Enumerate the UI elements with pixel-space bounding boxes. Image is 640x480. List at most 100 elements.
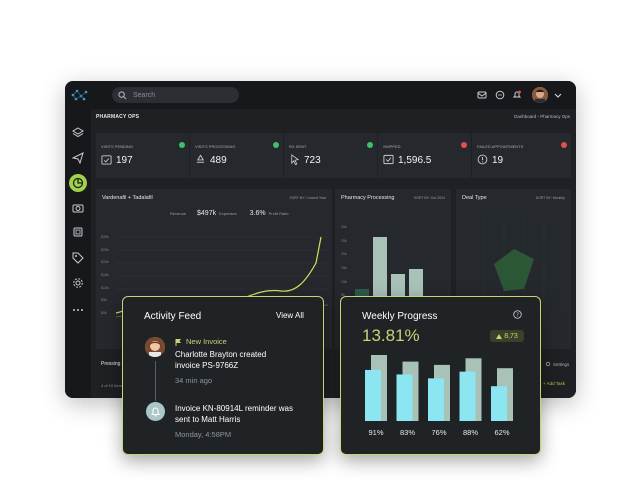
change-badge: 8,73 bbox=[490, 330, 524, 342]
settings-button[interactable]: Settings bbox=[545, 361, 569, 367]
section-title: Pressing T bbox=[101, 361, 125, 367]
stat-card-shipped: SHIPPED 1,596.5 bbox=[378, 133, 471, 178]
stat-card-rx-sent: RX SENT 723 bbox=[284, 133, 377, 178]
search-placeholder: Search bbox=[133, 91, 156, 99]
activity-feed-card: Activity Feed View All New Invoice Charl… bbox=[122, 296, 324, 455]
mail-icon[interactable] bbox=[477, 90, 487, 100]
y-tick: 15k bbox=[341, 265, 347, 270]
logo-icon bbox=[71, 89, 88, 101]
search-input[interactable]: Search bbox=[112, 87, 239, 103]
stat-card-visits-pending: VISITS PENDING 197 bbox=[96, 133, 189, 178]
stat-card-visits-processing: VISITS PROCESSING 489 bbox=[190, 133, 283, 178]
top-bar: Search bbox=[65, 81, 576, 109]
weekly-bar bbox=[365, 369, 381, 421]
send-icon[interactable] bbox=[72, 152, 84, 164]
panel-title: Vardenafil + Tadalafil bbox=[102, 195, 153, 201]
recycle-icon bbox=[196, 154, 205, 163]
y-tick: 25k bbox=[341, 238, 347, 243]
y-tick: $0k bbox=[101, 310, 107, 315]
stat-card-failed-appointments: FAILED APPOINTMENTS 19 bbox=[472, 133, 571, 178]
stat-label: RX SENT bbox=[289, 144, 307, 149]
alert-circle-icon bbox=[477, 154, 488, 165]
help-icon[interactable]: ? bbox=[513, 310, 522, 319]
tag-icon[interactable] bbox=[72, 252, 84, 264]
card-title: Activity Feed bbox=[144, 311, 202, 322]
breadcrumb-root[interactable]: Dashboard bbox=[514, 114, 537, 119]
avatar-image bbox=[145, 337, 165, 357]
weekly-bar bbox=[396, 374, 413, 421]
breadcrumb-current: Pharmacy Ops bbox=[540, 114, 570, 119]
more-icon[interactable] bbox=[72, 304, 84, 316]
weekly-bar bbox=[491, 386, 507, 421]
layers-icon[interactable] bbox=[72, 126, 84, 138]
chip-icon[interactable] bbox=[72, 226, 84, 238]
stat-label: SHIPPED bbox=[383, 144, 401, 149]
user-avatar[interactable] bbox=[532, 87, 548, 103]
pie-chart-icon bbox=[72, 177, 84, 189]
stat-value: 197 bbox=[116, 155, 133, 166]
y-tick: $15k bbox=[101, 272, 109, 277]
y-tick: 20k bbox=[341, 252, 347, 257]
profit-label: Profit Ratio bbox=[268, 211, 289, 216]
y-tick: 5k bbox=[341, 293, 345, 298]
new-invoice-tag: New Invoice bbox=[175, 337, 227, 346]
gridlines bbox=[116, 236, 328, 303]
profit-value: 3.6% bbox=[249, 210, 266, 217]
y-tick: $10k bbox=[101, 285, 109, 290]
y-tick: 30k bbox=[341, 225, 347, 229]
activity-item-text: Charlotte Brayton created invoice PS-976… bbox=[175, 350, 267, 370]
change-value: 8,73 bbox=[504, 332, 518, 340]
y-tick: $20k bbox=[101, 260, 109, 265]
stat-value: 723 bbox=[304, 155, 321, 166]
view-all-link[interactable]: View All bbox=[276, 311, 304, 320]
user-avatar-image bbox=[532, 87, 548, 103]
y-tick: $25k bbox=[101, 247, 109, 252]
stat-label: VISITS PROCESSING bbox=[195, 144, 236, 149]
status-badge bbox=[273, 142, 279, 148]
stat-value: 19 bbox=[492, 155, 504, 166]
panel-title: Deal Type bbox=[462, 195, 487, 201]
stat-value: 489 bbox=[210, 155, 227, 166]
activity-item-time: Monday, 4:58PM bbox=[175, 430, 232, 439]
cursor-icon bbox=[291, 154, 300, 165]
timeline-line bbox=[155, 361, 156, 401]
y-tick: $30k bbox=[101, 235, 109, 239]
weekly-progress-card: Weekly Progress ? 13.81% 8,73 91% 83% 76% 8… bbox=[340, 296, 541, 455]
status-badge bbox=[367, 142, 373, 148]
bell-icon[interactable] bbox=[512, 90, 522, 100]
revenue-value: $497k bbox=[197, 210, 217, 217]
gear-icon bbox=[545, 361, 551, 367]
camera-icon[interactable] bbox=[72, 202, 84, 214]
avatar bbox=[145, 337, 165, 357]
kpi-row: Revenue $497k Expenses 3.6% Profit Ratio bbox=[170, 210, 288, 217]
search-icon bbox=[118, 90, 127, 99]
reminder-avatar bbox=[146, 402, 165, 421]
chat-icon[interactable] bbox=[495, 90, 505, 100]
expenses-label: Expenses bbox=[219, 211, 237, 216]
weekly-bar-label: 83% bbox=[400, 428, 415, 437]
sort-dropdown[interactable]: SORT BY: Oct 2024 bbox=[413, 196, 445, 200]
chevron-down-icon[interactable] bbox=[553, 90, 563, 100]
weekly-bar-label: 91% bbox=[368, 428, 383, 437]
stat-value: 1,596.5 bbox=[398, 155, 432, 166]
activity-item-time: 34 min ago bbox=[175, 376, 213, 385]
pagination-text: 4 of 10 items bbox=[101, 383, 124, 388]
weekly-bar bbox=[459, 371, 476, 421]
deal-area bbox=[494, 249, 534, 291]
status-badge bbox=[561, 142, 567, 148]
sort-dropdown[interactable]: SORT BY: Current Year bbox=[289, 196, 326, 200]
sidebar-item-dashboard[interactable] bbox=[69, 174, 87, 192]
flag-icon bbox=[175, 338, 181, 346]
calendar-check-icon bbox=[101, 155, 112, 165]
sort-dropdown[interactable]: SORT BY: Monthly bbox=[535, 196, 565, 200]
weekly-bar-label: 88% bbox=[463, 428, 478, 437]
svg-text:?: ? bbox=[516, 313, 519, 319]
activity-item-text: Invoice KN-80914L reminder was sent to M… bbox=[175, 404, 293, 424]
breadcrumb: Dashboard • Pharmacy Ops bbox=[514, 114, 570, 119]
bell-icon bbox=[150, 407, 161, 417]
stat-label: FAILED APPOINTMENTS bbox=[477, 144, 524, 149]
add-task-button[interactable]: + Add Task bbox=[543, 381, 566, 386]
shipping-box-icon bbox=[383, 154, 394, 165]
gear-icon[interactable] bbox=[72, 277, 84, 289]
y-axis: $30k $25k $20k $15k $10k $5k $0k bbox=[101, 235, 115, 315]
